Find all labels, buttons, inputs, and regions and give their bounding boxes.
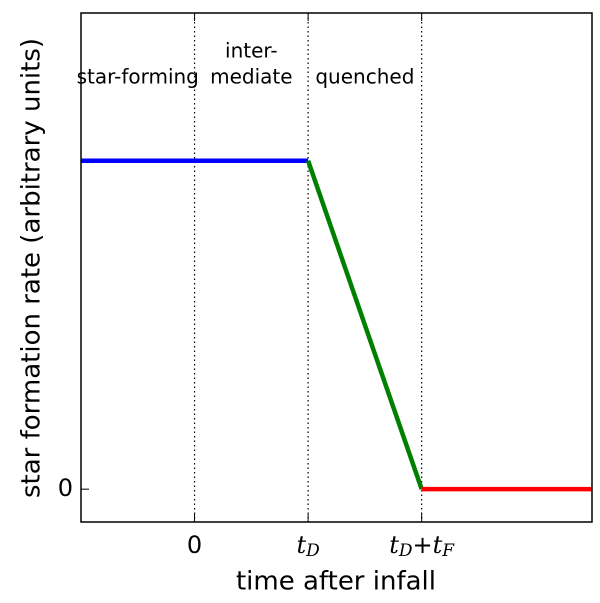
region-label: star-forming — [77, 65, 199, 89]
y-axis-label: star formation rate (arbitrary units) — [17, 38, 47, 498]
region-label: mediate — [210, 65, 292, 89]
series-line — [305, 160, 424, 490]
region-label: quenched — [315, 65, 414, 89]
x-tick-label: tD — [296, 531, 320, 561]
x-axis-label: time after infall — [236, 567, 436, 597]
region-label: inter- — [225, 39, 278, 63]
y-tick-label: 0 — [58, 474, 73, 502]
x-tick-label: tD+tF — [389, 531, 455, 561]
plot-frame — [80, 12, 593, 523]
x-tick-label: 0 — [187, 531, 202, 559]
